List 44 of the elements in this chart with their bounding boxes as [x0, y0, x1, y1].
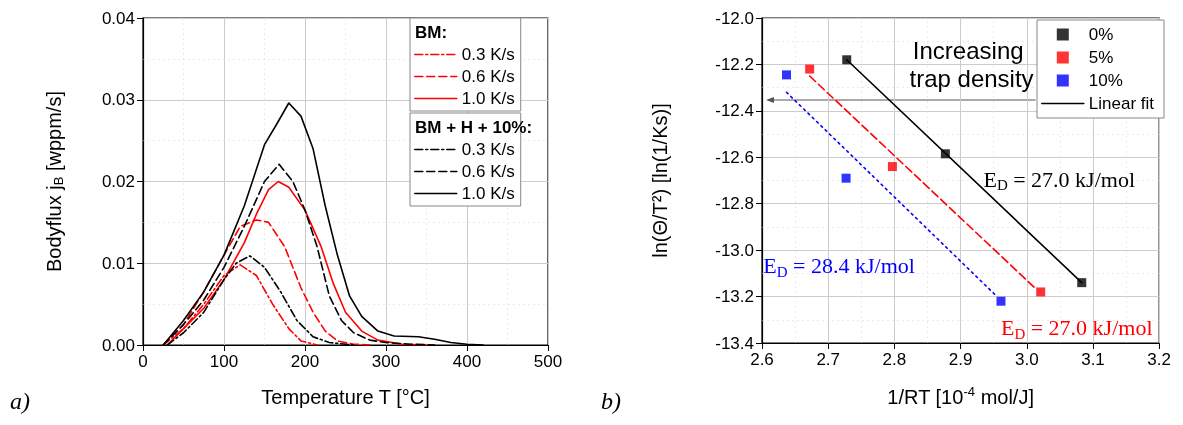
legend-label: 5% — [1088, 48, 1114, 67]
x-tick-label: 2.8 — [882, 350, 907, 369]
x-tick-label: 500 — [533, 352, 563, 371]
text: b) — [601, 388, 621, 414]
x-tick-label: 3.1 — [1081, 350, 1105, 369]
y-tick-label: -13.2 — [715, 287, 754, 307]
x-tick-label: 3.0 — [1014, 350, 1039, 369]
y-tick-label: -13.4 — [715, 333, 754, 353]
y-tick-label: 0.01 — [101, 253, 135, 273]
legend-label: 10% — [1088, 71, 1123, 90]
x-tick-label: 2.9 — [948, 350, 973, 369]
y-tick-label: -12.8 — [715, 194, 754, 214]
legend-label: 0.3 K/s — [461, 140, 515, 159]
y-tick-label: -12.2 — [715, 54, 754, 74]
x-tick-label: 100 — [209, 352, 239, 371]
y-tick-label: -12.4 — [715, 101, 754, 121]
legend-label: 0.3 K/s — [461, 45, 515, 64]
text: a) — [10, 388, 30, 414]
annotation: BM: — [415, 23, 448, 42]
legend-label: 0.6 K/s — [461, 67, 515, 86]
y-tick-label: -12.0 — [715, 8, 754, 28]
y-axis-title: Bodyflux jB [wppm/s] — [42, 91, 66, 272]
y-tick-label: 0.03 — [101, 90, 135, 110]
legend-label: 0.6 K/s — [461, 162, 515, 181]
legend-label: 1.0 K/s — [461, 89, 515, 108]
x-tick-label: 0 — [138, 352, 148, 371]
legend-label: Linear fit — [1088, 94, 1155, 113]
x-tick-label: 2.6 — [750, 350, 774, 369]
y-axis-title: ln(Θ/T²) [ln(1/Ks)] — [649, 103, 671, 258]
x-axis-title: Temperature T [°C] — [261, 386, 430, 408]
x-tick-label: 400 — [452, 352, 482, 371]
legend-label: 1.0 K/s — [461, 184, 515, 203]
annotation: Increasing trap density — [909, 36, 1034, 92]
x-tick-label: 200 — [290, 352, 320, 371]
y-tick-label: 0.02 — [101, 172, 135, 191]
y-tick-label: 0.00 — [101, 335, 135, 355]
x-tick-label: 2.7 — [816, 350, 841, 369]
y-tick-label: -13.0 — [715, 240, 754, 260]
x-tick-label: 300 — [371, 352, 401, 371]
y-tick-label: -12.6 — [715, 147, 754, 167]
y-tick-label: 0.04 — [101, 8, 135, 28]
annotation: BM + H + 10%: — [415, 118, 533, 137]
legend-label: 0% — [1088, 25, 1114, 44]
x-tick-label: 3.2 — [1147, 350, 1171, 369]
